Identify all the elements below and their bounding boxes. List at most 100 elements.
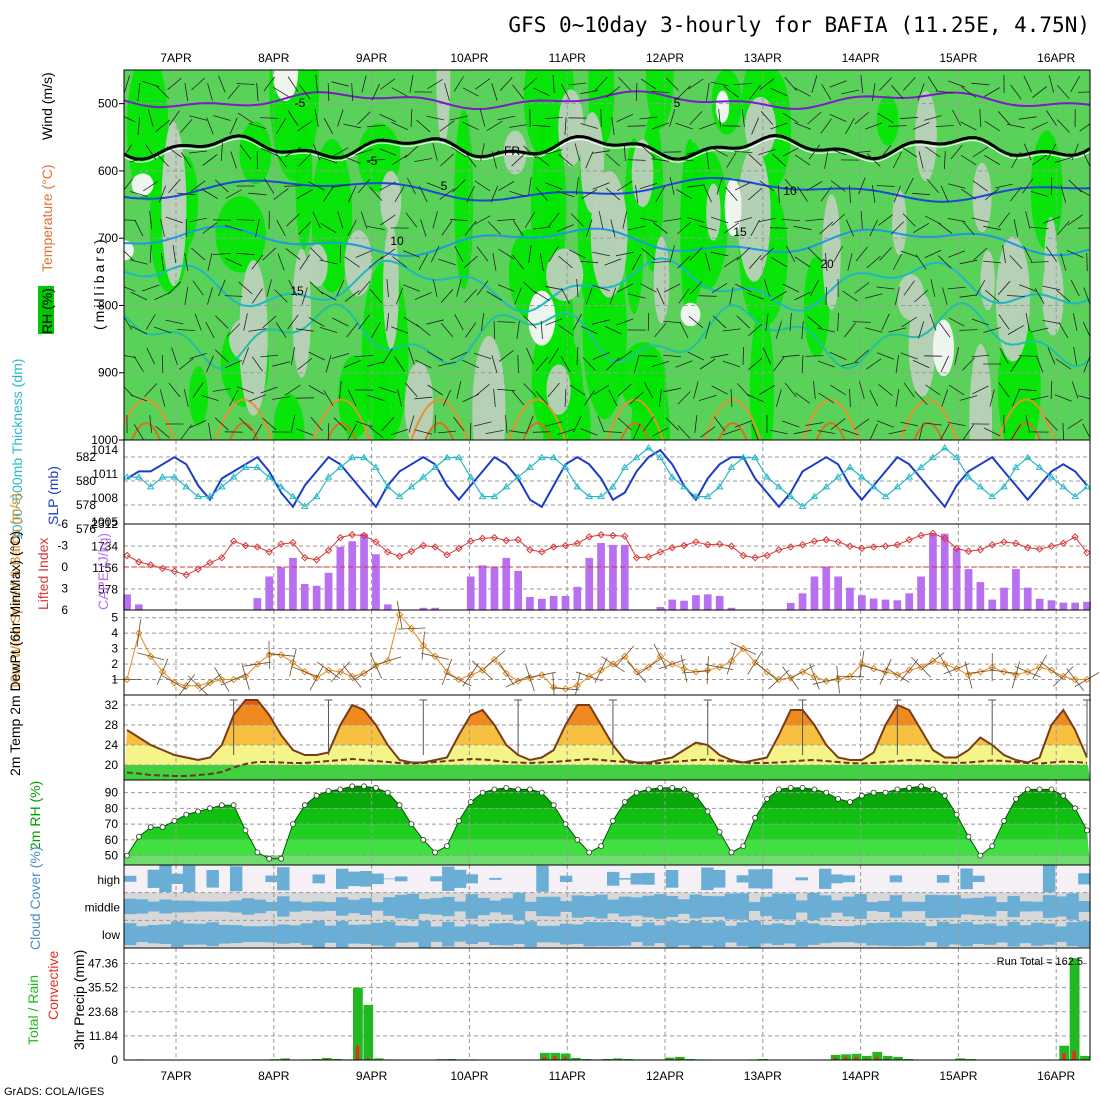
wind-barb (663, 354, 682, 358)
lifted-index-point (1035, 545, 1044, 553)
cloud-cell (430, 898, 443, 915)
rh-point (491, 786, 498, 793)
wind-barb (820, 118, 832, 134)
cloud-cell (630, 873, 643, 885)
thickness-point (952, 453, 961, 461)
wind-barb (616, 113, 634, 123)
wind-speed-point (881, 668, 890, 676)
wind-barb (929, 313, 937, 331)
wind-barb (130, 191, 148, 197)
wind-barb (452, 179, 466, 193)
surface-wind-barb (726, 647, 737, 675)
rh-point (1072, 805, 1078, 812)
wind-barb (656, 287, 665, 305)
cloud-cell (253, 926, 266, 943)
wind-barb (594, 77, 608, 91)
wind-barb (523, 383, 537, 397)
wind-barb (391, 121, 408, 131)
wind-barb (689, 247, 703, 261)
wind-barb (308, 385, 325, 395)
cloud-cell (383, 878, 396, 880)
cape-bar (312, 585, 321, 610)
wind-barb (876, 420, 895, 428)
wind-barb (983, 327, 1001, 333)
lifted-index-point (585, 533, 593, 541)
wind-barb (892, 151, 902, 169)
wind-barb (817, 430, 836, 434)
cloud-cell (430, 876, 443, 882)
wind-barb (225, 189, 242, 199)
wind-barb (569, 249, 586, 259)
wind-barb (276, 118, 287, 134)
wind-barb (491, 355, 498, 373)
wind-barb (703, 185, 712, 203)
wind-barb (426, 115, 444, 121)
wind-barb (758, 149, 776, 155)
lifted-index-point (881, 542, 890, 550)
lifted-index-point (656, 548, 665, 556)
cloud-cell (230, 900, 243, 913)
lifted-index-point (834, 538, 842, 546)
thickness-point (822, 482, 831, 490)
wind-barb (523, 77, 537, 91)
lifted-index-point (419, 541, 428, 550)
wind-barb (325, 355, 332, 373)
rh-point (776, 786, 782, 793)
wind-barb (651, 261, 670, 263)
wind-barb (918, 321, 925, 339)
wind-barb (476, 246, 489, 262)
wind-barb (1012, 389, 1020, 407)
rh-very-dry-patch (272, 70, 299, 101)
cape-bar (715, 595, 724, 610)
wind-barb (283, 185, 302, 187)
wind-barb (168, 110, 180, 126)
wind-barb (535, 390, 549, 406)
thickness-point (217, 482, 226, 490)
cape-bar (336, 546, 345, 610)
surface-wind-barb (187, 675, 209, 696)
wind-barb (655, 185, 666, 203)
rh-point (372, 785, 379, 791)
rh-point (882, 789, 889, 796)
lifted-index-point (549, 543, 558, 551)
wind-barb (558, 153, 573, 167)
precip-tick-label: 47.36 (88, 957, 118, 971)
cloud-cell (571, 924, 585, 944)
wind-barb (805, 422, 824, 426)
wind-barb (299, 84, 311, 100)
precip-convective-bar (542, 1056, 547, 1060)
rh-point (906, 785, 913, 791)
surface-wind-barb (681, 670, 710, 674)
wind-barb (287, 314, 299, 330)
lifted-index-point (822, 536, 830, 544)
wind-barb (592, 284, 610, 292)
wind-barb (493, 388, 496, 408)
slp-line (126, 448, 1088, 509)
cloud-cell (159, 865, 172, 893)
cloud-cell (159, 924, 172, 944)
wind-barb (734, 217, 753, 223)
wind-barb (580, 260, 599, 264)
cloud-cell (218, 924, 231, 944)
contour-label: 20 (820, 257, 834, 271)
wind-barb (523, 145, 537, 159)
lifted-index-point (846, 542, 854, 550)
wind-barb (710, 81, 729, 87)
wind-barb (698, 295, 717, 297)
wind-barb (640, 283, 657, 293)
wind-barb (872, 83, 876, 101)
wind-barb (1042, 216, 1060, 224)
wind-barb (698, 395, 717, 401)
warm-contour (717, 422, 748, 440)
wind-barb (1050, 176, 1053, 196)
wind-barb (1011, 152, 1021, 168)
cape-bar (893, 600, 902, 610)
wind-barb (189, 420, 207, 428)
wind-barb (408, 415, 415, 433)
date-label-bottom: 13APR (744, 1069, 782, 1083)
cloud-cell (936, 895, 950, 918)
precip-label: 3hr Precip (mm) (71, 950, 87, 1050)
wind-barb (688, 78, 704, 90)
wind-barb (181, 152, 192, 168)
